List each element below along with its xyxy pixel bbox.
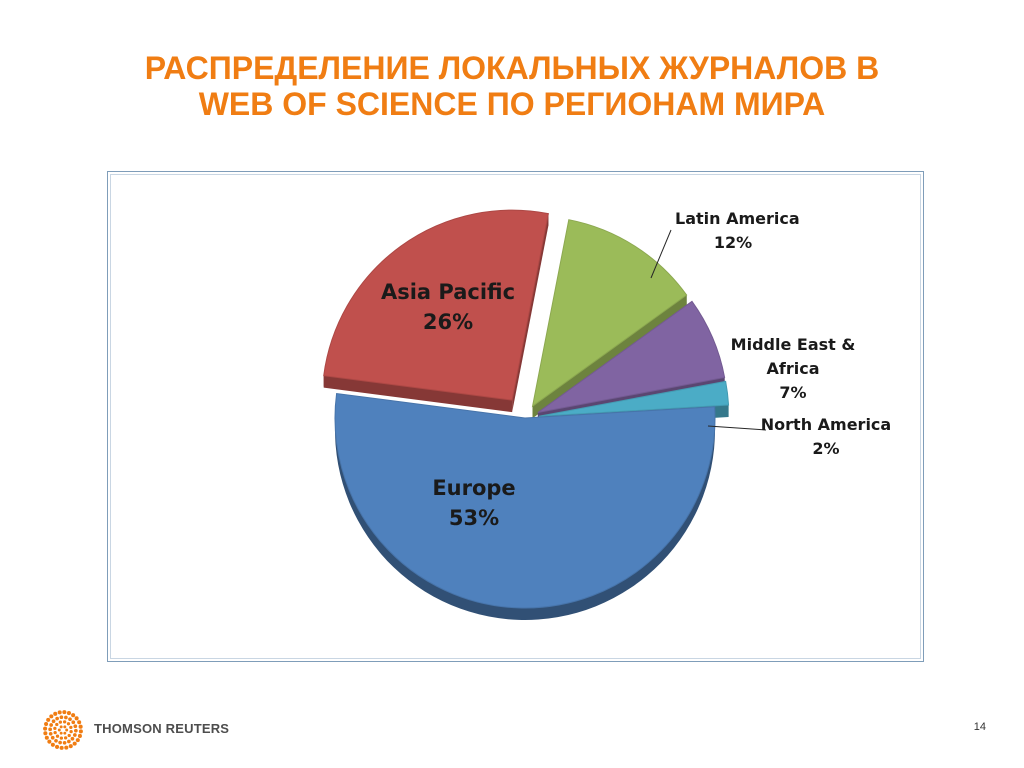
pie-chart: Latin America 12% Middle East & Africa 7% Nor… — [323, 209, 891, 620]
slice-value-latin-america: 12% — [714, 233, 752, 252]
pie-slice-europe — [334, 392, 716, 609]
slide-title-line-1: РАСПРЕДЕЛЕНИЕ ЛОКАЛЬНЫХ ЖУРНАЛОВ В — [144, 50, 880, 86]
page-number: 14 — [973, 721, 986, 733]
slide-title: РАСПРЕДЕЛЕНИЕ ЛОКАЛЬНЫХ ЖУРНАЛОВ В WEB O… — [60, 50, 964, 122]
slice-label-north-america: North America — [761, 415, 891, 434]
slice-label-middle-east-africa-line-1: Middle East & — [731, 335, 856, 354]
slice-value-europe: 53% — [449, 506, 499, 530]
slice-value-north-america: 2% — [812, 439, 839, 458]
pie-slice-latin-america — [531, 219, 688, 408]
pie-slice-asia-pacific — [323, 209, 549, 401]
footer-brand: THOMSON REUTERS — [94, 721, 230, 736]
leader-line-north-america — [707, 425, 767, 431]
slice-label-asia-pacific: Asia Pacific — [381, 280, 515, 304]
slice-label-middle-east-africa-line-2: Africa — [767, 359, 820, 378]
slice-label-latin-america: Latin America — [675, 209, 800, 228]
leader-line-latin-america — [650, 229, 672, 279]
slice-label-europe: Europe — [432, 476, 515, 500]
chart-frame: Latin America 12% Middle East & Africa 7% Nor… — [107, 171, 924, 662]
pie-slice-north-america — [538, 380, 730, 417]
slice-value-middle-east-africa: 7% — [779, 383, 806, 402]
pie-slice-side-asia-pacific — [323, 210, 549, 413]
slide-title-line-2: WEB OF SCIENCE ПО РЕГИОНАМ МИРА — [198, 86, 826, 122]
thomson-reuters-logo-icon — [43, 710, 83, 750]
slice-value-asia-pacific: 26% — [423, 310, 473, 334]
pie-slice-middle-east-africa — [537, 300, 726, 413]
